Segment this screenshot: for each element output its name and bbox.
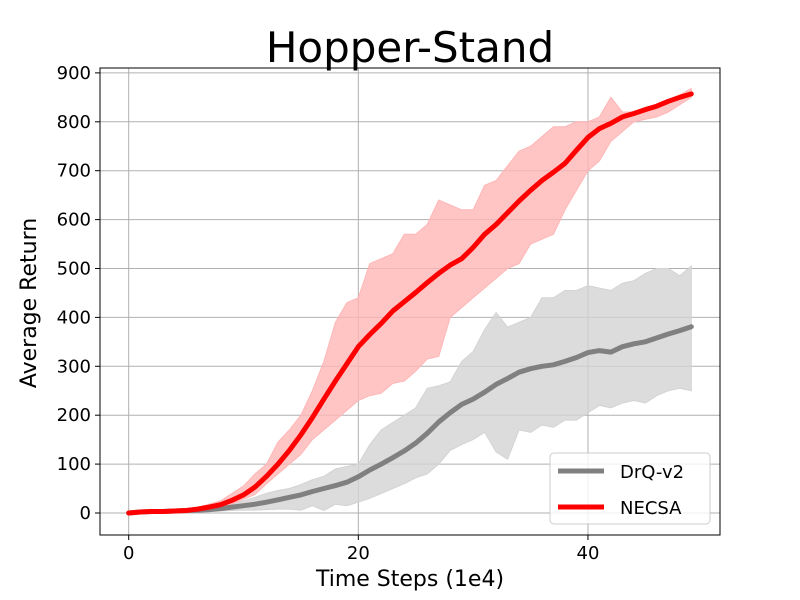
x-tick-label: 20 [347,543,370,564]
legend: DrQ-v2 NECSA [549,452,711,525]
y-tick-label: 800 [57,112,91,133]
series-lines [126,91,694,516]
y-tick-label: 200 [57,405,91,426]
line-necsa [126,91,694,516]
chart-title: Hopper-Stand [266,23,554,72]
x-tick-label: 0 [123,543,134,564]
y-tick-label: 600 [57,210,91,231]
y-tick-label: 700 [57,161,91,182]
y-tick-label: 400 [57,307,91,328]
y-tick-label: 300 [57,356,91,377]
x-axis-label: Time Steps (1e4) [315,567,504,592]
y-axis-ticks: 0 100 200 300 400 500 600 700 800 900 [57,63,100,524]
y-tick-label: 500 [57,258,91,279]
line-drq-v2 [126,324,694,516]
legend-label-drq-v2: DrQ-v2 [620,462,684,483]
y-tick-label: 0 [80,503,91,524]
y-tick-label: 900 [57,63,91,84]
x-axis-ticks: 0 20 40 [123,535,599,564]
legend-label-necsa: NECSA [620,498,682,519]
y-tick-label: 100 [57,454,91,475]
y-axis-label: Average Return [17,218,42,388]
x-tick-label: 40 [577,543,600,564]
plot-frame [99,67,721,536]
